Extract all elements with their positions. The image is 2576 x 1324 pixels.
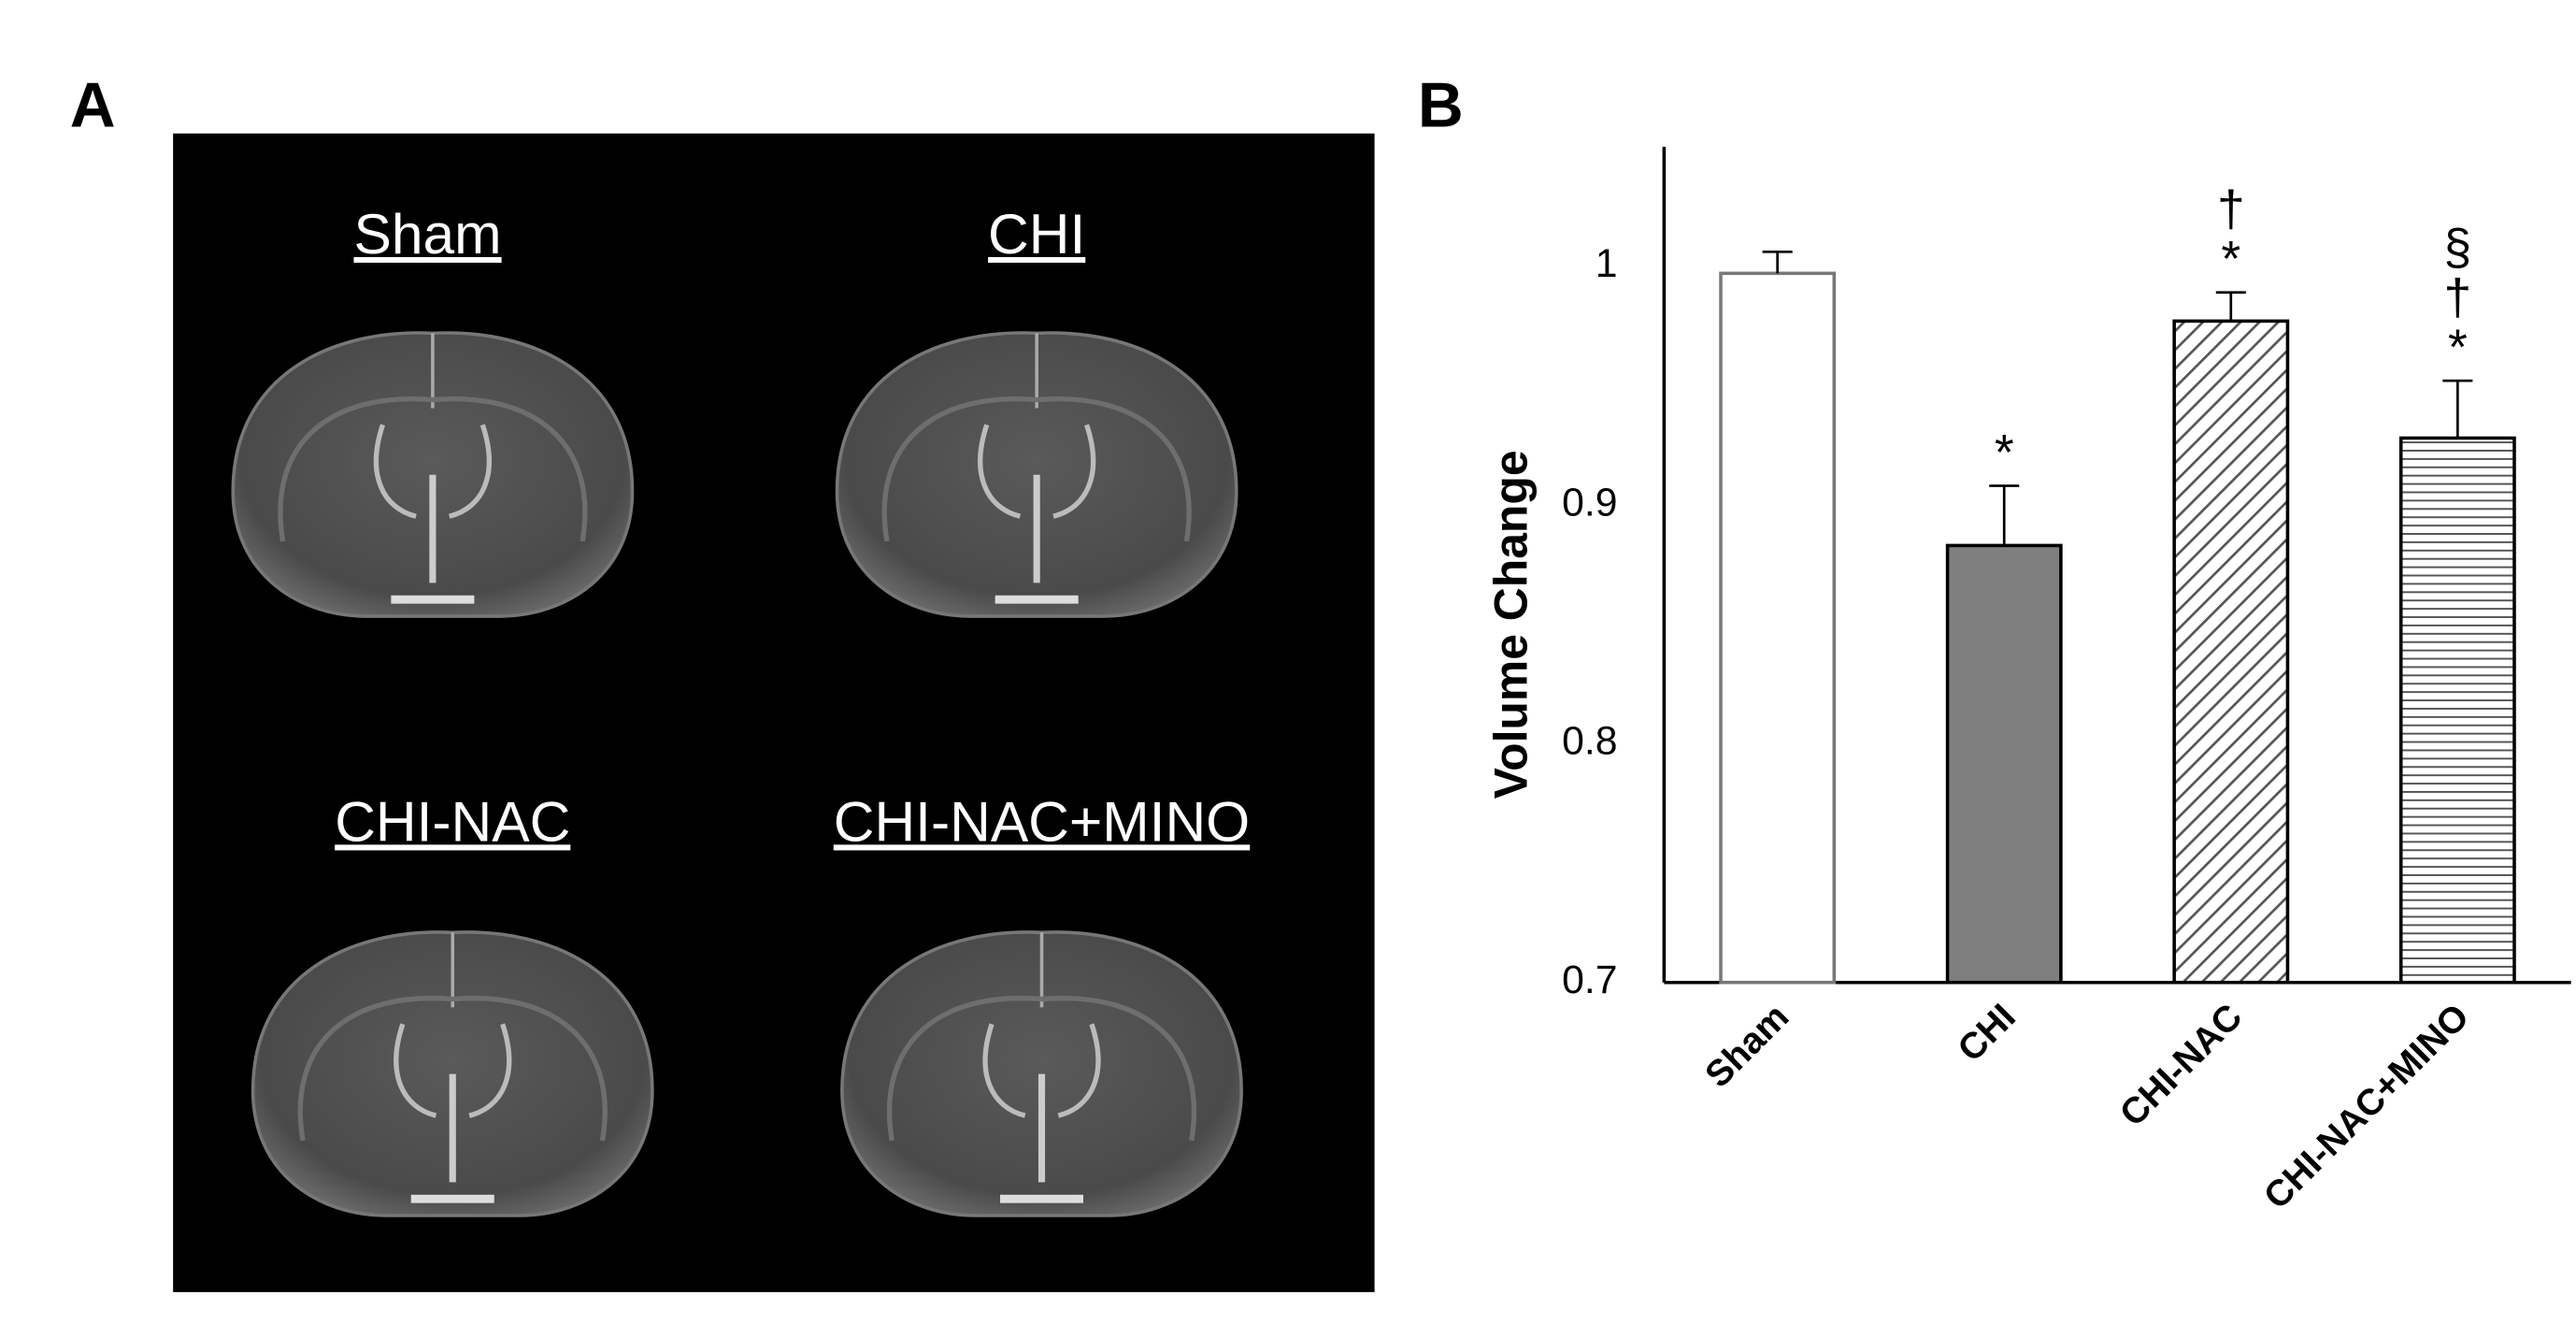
significance-mark: * bbox=[2448, 320, 2468, 375]
bar bbox=[1719, 271, 1837, 985]
y-tick-label: 0.7 bbox=[1562, 957, 1617, 1002]
brain-image bbox=[842, 932, 1241, 1216]
image-label: Sham bbox=[354, 202, 502, 266]
image-label: CHI bbox=[988, 202, 1085, 266]
significance-mark: * bbox=[2221, 232, 2240, 287]
significance-mark: * bbox=[1995, 425, 2014, 481]
brain-image bbox=[837, 333, 1237, 616]
panel-label: A bbox=[70, 71, 116, 141]
y-tick-label: 0.8 bbox=[1562, 719, 1617, 764]
bar bbox=[2398, 436, 2516, 985]
image-label: CHI-NAC+MINO bbox=[834, 789, 1250, 853]
y-axis-label: Volume Change bbox=[1484, 450, 1537, 799]
brain-image bbox=[233, 333, 632, 616]
x-tick-label: Sham bbox=[1697, 997, 1796, 1096]
x-tick-label: CHI bbox=[1951, 997, 2024, 1070]
x-tick-label: CHI-NAC+MINO bbox=[2256, 997, 2477, 1217]
image-label: CHI-NAC bbox=[335, 789, 570, 853]
bar bbox=[2172, 319, 2290, 985]
x-tick-label: CHI-NAC bbox=[2112, 997, 2250, 1134]
significance-mark: † bbox=[2217, 182, 2245, 237]
brain-image bbox=[253, 932, 652, 1216]
y-tick-label: 0.9 bbox=[1562, 480, 1617, 525]
panel-label: B bbox=[1418, 71, 1464, 141]
y-tick-label: 1 bbox=[1596, 241, 1618, 286]
significance-mark: † bbox=[2444, 270, 2472, 325]
bar bbox=[1945, 543, 2063, 985]
significance-mark: § bbox=[2444, 221, 2472, 276]
